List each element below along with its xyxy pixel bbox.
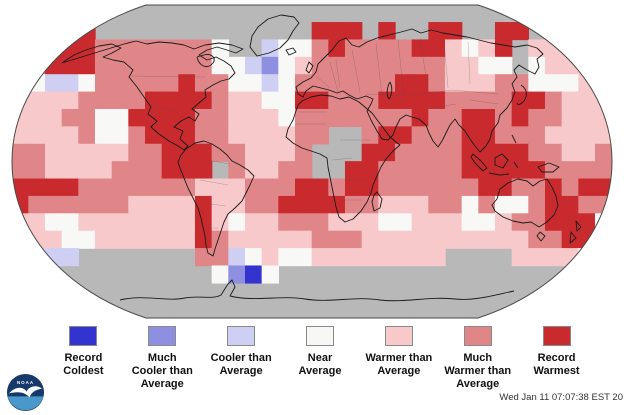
coast-tasmania <box>536 231 546 242</box>
coast-java <box>488 172 510 176</box>
noaa-bird-icon <box>8 386 43 398</box>
projection-outline <box>11 4 613 319</box>
legend-label: Cooler than Average <box>210 352 272 377</box>
legend-swatch <box>69 326 98 346</box>
coast-sulawesi <box>513 161 519 169</box>
legend-label: Record Warmest <box>533 352 580 377</box>
legend-label: Warmer than Average <box>365 352 433 377</box>
world-map <box>11 4 613 319</box>
legend: Record Coldest Much Cooler than Average Coole… <box>44 326 596 391</box>
legend-label: Much Cooler than Average <box>131 352 193 390</box>
coast-philippines <box>511 134 517 144</box>
legend-label: Near Average <box>298 352 342 377</box>
coast-antarctica <box>119 279 515 302</box>
legend-swatch <box>227 326 256 346</box>
coast-new-guinea <box>537 162 560 173</box>
coast-eurasia <box>295 28 544 153</box>
country-borders <box>129 37 499 229</box>
legend-swatch <box>384 326 413 346</box>
legend-item: Record Coldest <box>44 326 123 391</box>
coast-south-america <box>177 140 255 257</box>
coast-caspian <box>386 81 393 100</box>
legend-item: Near Average <box>281 326 360 391</box>
coast-uk <box>305 61 314 74</box>
coast-sumatra <box>470 153 488 172</box>
legend-swatch <box>306 326 334 346</box>
legend-item: Cooler than Average <box>202 326 281 391</box>
legend-item: Record Warmest <box>517 326 596 391</box>
legend-label: Record Coldest <box>63 352 104 377</box>
coast-borneo <box>494 153 509 169</box>
coastlines <box>61 14 582 302</box>
noaa-logo-sea <box>7 396 44 411</box>
coast-madagascar <box>371 191 383 212</box>
coast-hudson-bay <box>196 54 215 67</box>
noaa-logo: NOAA <box>6 373 45 412</box>
timestamp: Wed Jan 11 07:07:38 EST 20 <box>499 392 623 403</box>
noaa-logo-text: NOAA <box>17 380 34 385</box>
coast-greenland <box>249 14 300 57</box>
coast-japan <box>516 84 527 105</box>
coast-australia <box>491 178 559 228</box>
legend-label: Much Warmer than Average <box>444 352 512 390</box>
legend-item: Much Cooler than Average <box>123 326 202 391</box>
legend-swatch <box>542 326 571 346</box>
legend-item: Much Warmer than Average <box>438 326 517 391</box>
legend-swatch <box>463 326 492 346</box>
legend-item: Warmer than Average <box>359 326 438 391</box>
coast-iceland <box>285 47 297 56</box>
legend-swatch <box>148 326 177 346</box>
coast-north-america <box>61 40 244 151</box>
coast-africa <box>285 94 401 223</box>
coast-new-zealand <box>569 220 582 244</box>
